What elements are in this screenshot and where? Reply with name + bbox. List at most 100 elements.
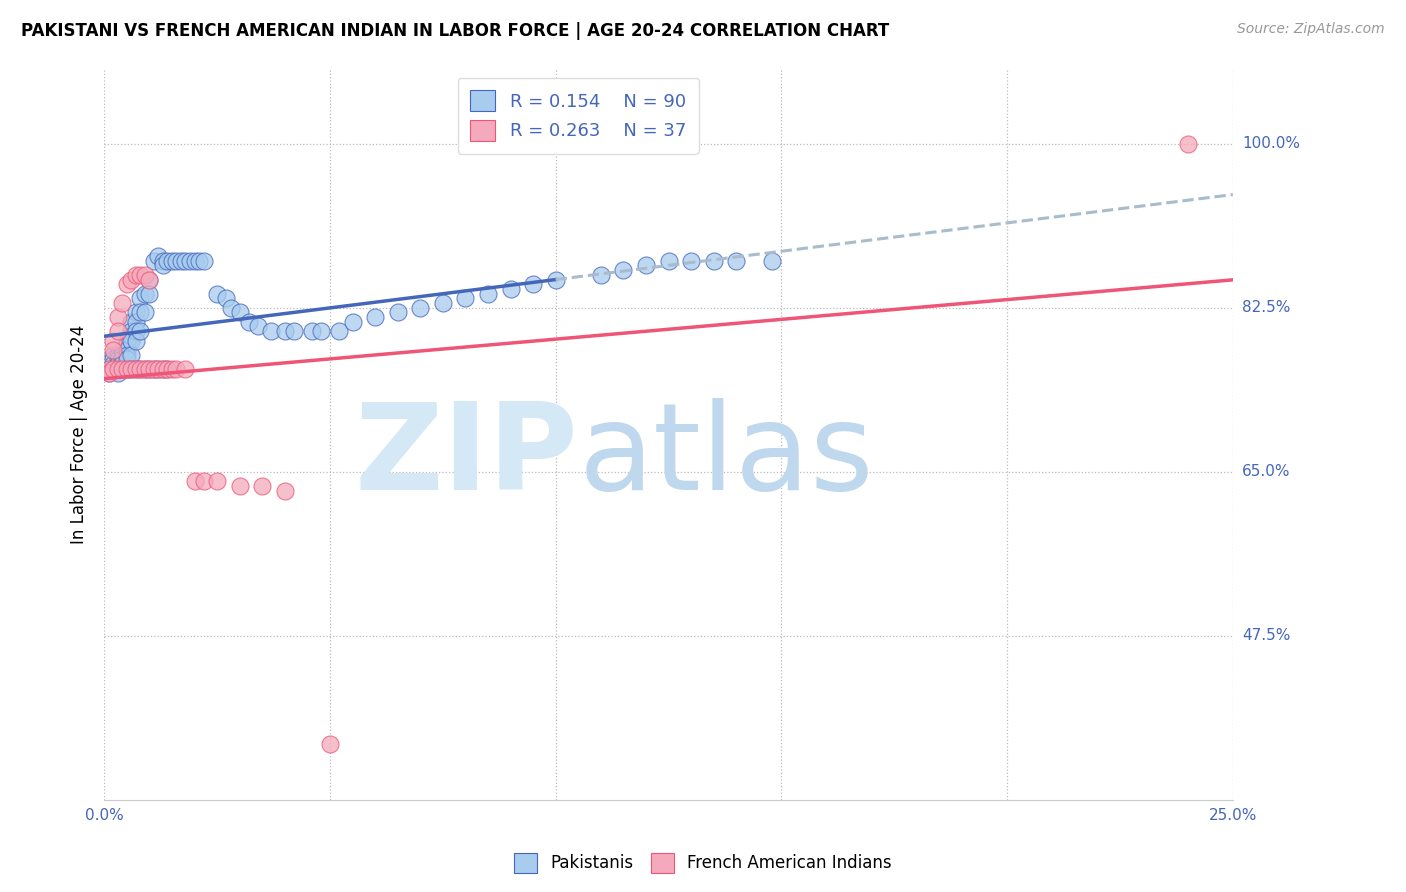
Point xyxy=(634,259,657,273)
Point xyxy=(97,361,120,376)
Point xyxy=(115,338,138,352)
Legend: Pakistanis, French American Indians: Pakistanis, French American Indians xyxy=(508,847,898,880)
Point xyxy=(111,296,134,310)
Point xyxy=(589,268,612,282)
Point xyxy=(364,310,387,324)
Point xyxy=(148,361,170,376)
Point xyxy=(283,324,305,338)
Point xyxy=(111,343,134,357)
Point xyxy=(238,315,260,329)
Point xyxy=(107,367,129,381)
Point xyxy=(544,272,567,286)
Point xyxy=(120,348,142,362)
Point xyxy=(342,315,364,329)
Point xyxy=(120,361,142,376)
Point xyxy=(125,315,148,329)
Point xyxy=(107,361,129,376)
Point xyxy=(103,343,125,357)
Point xyxy=(103,348,125,362)
Point xyxy=(107,310,129,324)
Text: 47.5%: 47.5% xyxy=(1241,629,1291,643)
Point xyxy=(183,474,205,488)
Point xyxy=(129,291,152,305)
Point xyxy=(228,305,250,319)
Point xyxy=(152,361,174,376)
Point xyxy=(681,253,703,268)
Point xyxy=(103,361,125,376)
Point xyxy=(142,253,165,268)
Point xyxy=(477,286,499,301)
Point xyxy=(125,361,148,376)
Text: In Labor Force | Age 20-24: In Labor Force | Age 20-24 xyxy=(70,325,89,544)
Point xyxy=(409,301,432,315)
Point xyxy=(138,286,160,301)
Point xyxy=(111,361,134,376)
Legend: R = 0.154    N = 90, R = 0.263    N = 37: R = 0.154 N = 90, R = 0.263 N = 37 xyxy=(457,78,699,153)
Point xyxy=(215,291,238,305)
Point xyxy=(160,361,183,376)
Point xyxy=(432,296,454,310)
Point xyxy=(107,352,129,367)
Point xyxy=(1177,136,1199,151)
Point xyxy=(97,367,120,381)
Text: PAKISTANI VS FRENCH AMERICAN INDIAN IN LABOR FORCE | AGE 20-24 CORRELATION CHART: PAKISTANI VS FRENCH AMERICAN INDIAN IN L… xyxy=(21,22,890,40)
Point xyxy=(111,357,134,371)
Point xyxy=(219,301,242,315)
Point xyxy=(183,253,205,268)
Point xyxy=(115,352,138,367)
Point xyxy=(160,253,183,268)
Point xyxy=(274,483,297,498)
Point xyxy=(120,361,142,376)
Point xyxy=(152,259,174,273)
Point xyxy=(301,324,323,338)
Point xyxy=(120,334,142,348)
Point xyxy=(107,361,129,376)
Point xyxy=(111,352,134,367)
Point xyxy=(138,272,160,286)
Point xyxy=(142,361,165,376)
Point xyxy=(156,253,179,268)
Point xyxy=(309,324,332,338)
Point xyxy=(165,253,187,268)
Point xyxy=(703,253,725,268)
Point xyxy=(387,305,409,319)
Text: Source: ZipAtlas.com: Source: ZipAtlas.com xyxy=(1237,22,1385,37)
Point xyxy=(134,305,156,319)
Point xyxy=(328,324,350,338)
Point xyxy=(125,334,148,348)
Point xyxy=(120,272,142,286)
Point xyxy=(138,361,160,376)
Point xyxy=(319,737,342,751)
Point xyxy=(129,305,152,319)
Point xyxy=(115,361,138,376)
Point xyxy=(125,268,148,282)
Point xyxy=(111,361,134,376)
Point xyxy=(612,263,634,277)
Point xyxy=(138,272,160,286)
Point xyxy=(274,324,297,338)
Point xyxy=(657,253,679,268)
Point xyxy=(174,253,197,268)
Point xyxy=(165,361,187,376)
Point xyxy=(120,324,142,338)
Point xyxy=(120,315,142,329)
Point xyxy=(246,319,269,334)
Point xyxy=(188,253,211,268)
Point xyxy=(454,291,477,305)
Text: 100.0%: 100.0% xyxy=(1241,136,1301,151)
Point xyxy=(260,324,283,338)
Point xyxy=(125,361,148,376)
Point xyxy=(228,479,250,493)
Point xyxy=(115,348,138,362)
Point xyxy=(205,286,228,301)
Point xyxy=(125,305,148,319)
Point xyxy=(115,361,138,376)
Point xyxy=(156,361,179,376)
Point xyxy=(125,324,148,338)
Point xyxy=(179,253,201,268)
Point xyxy=(115,277,138,292)
Point xyxy=(205,474,228,488)
Point xyxy=(148,249,170,263)
Point xyxy=(142,361,165,376)
Text: ZIP: ZIP xyxy=(354,398,578,515)
